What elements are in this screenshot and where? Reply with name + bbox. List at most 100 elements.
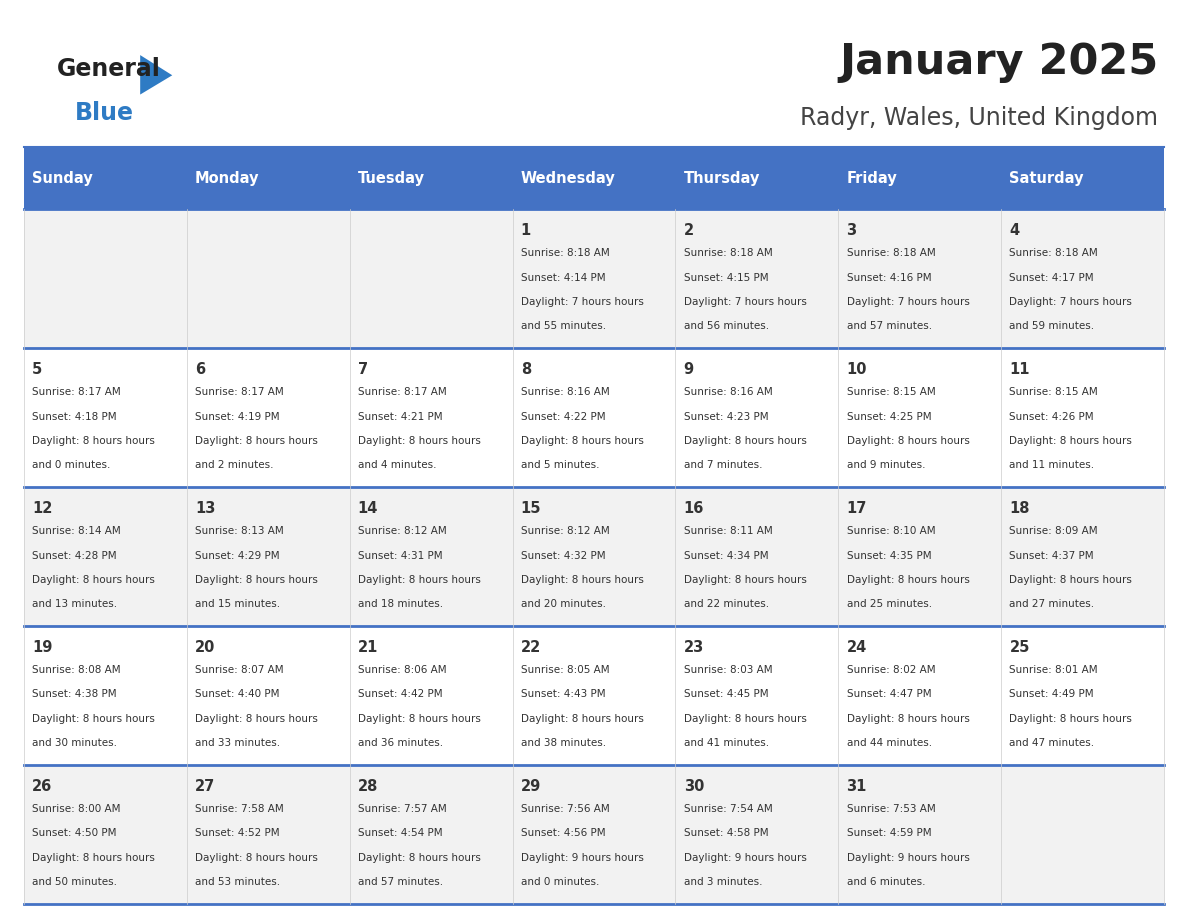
Text: and 57 minutes.: and 57 minutes.	[847, 321, 931, 331]
Text: 21: 21	[358, 640, 378, 655]
Text: 2: 2	[683, 223, 694, 238]
Text: Sunset: 4:37 PM: Sunset: 4:37 PM	[1010, 551, 1094, 561]
Text: and 18 minutes.: and 18 minutes.	[358, 599, 443, 610]
Text: Daylight: 8 hours hours: Daylight: 8 hours hours	[32, 575, 154, 585]
Text: 8: 8	[520, 363, 531, 377]
Text: and 4 minutes.: and 4 minutes.	[358, 460, 436, 470]
Text: Daylight: 8 hours hours: Daylight: 8 hours hours	[1010, 714, 1132, 723]
Text: and 11 minutes.: and 11 minutes.	[1010, 460, 1094, 470]
Text: and 56 minutes.: and 56 minutes.	[683, 321, 769, 331]
Text: January 2025: January 2025	[839, 41, 1158, 84]
Text: Blue: Blue	[75, 101, 134, 125]
FancyBboxPatch shape	[1001, 209, 1164, 348]
Text: Sunset: 4:59 PM: Sunset: 4:59 PM	[847, 828, 931, 838]
Text: and 25 minutes.: and 25 minutes.	[847, 599, 931, 610]
FancyBboxPatch shape	[839, 766, 1001, 904]
Text: Daylight: 8 hours hours: Daylight: 8 hours hours	[32, 436, 154, 446]
Text: 14: 14	[358, 501, 378, 516]
Text: Sunrise: 8:18 AM: Sunrise: 8:18 AM	[520, 248, 609, 258]
Text: Sunset: 4:34 PM: Sunset: 4:34 PM	[683, 551, 769, 561]
Text: Daylight: 8 hours hours: Daylight: 8 hours hours	[32, 714, 154, 723]
Text: 6: 6	[195, 363, 206, 377]
Text: Sunset: 4:58 PM: Sunset: 4:58 PM	[683, 828, 769, 838]
Text: Daylight: 8 hours hours: Daylight: 8 hours hours	[847, 436, 969, 446]
Text: and 15 minutes.: and 15 minutes.	[195, 599, 280, 610]
Text: Sunset: 4:40 PM: Sunset: 4:40 PM	[195, 689, 279, 700]
FancyBboxPatch shape	[24, 626, 187, 766]
Text: Daylight: 8 hours hours: Daylight: 8 hours hours	[32, 853, 154, 863]
Text: Sunset: 4:54 PM: Sunset: 4:54 PM	[358, 828, 442, 838]
Text: Sunrise: 8:17 AM: Sunrise: 8:17 AM	[32, 387, 121, 397]
Text: Sunrise: 8:02 AM: Sunrise: 8:02 AM	[847, 666, 935, 675]
FancyBboxPatch shape	[676, 626, 839, 766]
Text: 4: 4	[1010, 223, 1019, 238]
Text: Daylight: 8 hours hours: Daylight: 8 hours hours	[1010, 436, 1132, 446]
Text: Sunset: 4:42 PM: Sunset: 4:42 PM	[358, 689, 442, 700]
FancyBboxPatch shape	[349, 147, 512, 209]
Text: Daylight: 8 hours hours: Daylight: 8 hours hours	[520, 714, 644, 723]
Text: and 50 minutes.: and 50 minutes.	[32, 877, 116, 887]
Text: 20: 20	[195, 640, 215, 655]
FancyBboxPatch shape	[676, 487, 839, 626]
Text: 5: 5	[32, 363, 42, 377]
FancyBboxPatch shape	[24, 348, 187, 487]
Text: and 5 minutes.: and 5 minutes.	[520, 460, 599, 470]
Text: Sunrise: 8:00 AM: Sunrise: 8:00 AM	[32, 804, 120, 814]
FancyBboxPatch shape	[349, 766, 512, 904]
FancyBboxPatch shape	[512, 209, 676, 348]
Text: Daylight: 8 hours hours: Daylight: 8 hours hours	[520, 575, 644, 585]
FancyBboxPatch shape	[349, 348, 512, 487]
FancyBboxPatch shape	[187, 626, 349, 766]
FancyBboxPatch shape	[187, 766, 349, 904]
FancyBboxPatch shape	[349, 626, 512, 766]
Text: and 33 minutes.: and 33 minutes.	[195, 738, 280, 748]
FancyBboxPatch shape	[512, 147, 676, 209]
Text: Friday: Friday	[847, 171, 897, 185]
Text: Sunset: 4:18 PM: Sunset: 4:18 PM	[32, 411, 116, 421]
Text: 12: 12	[32, 501, 52, 516]
Text: and 27 minutes.: and 27 minutes.	[1010, 599, 1094, 610]
Text: Daylight: 7 hours hours: Daylight: 7 hours hours	[520, 297, 644, 307]
Text: Daylight: 8 hours hours: Daylight: 8 hours hours	[358, 575, 481, 585]
Text: Daylight: 8 hours hours: Daylight: 8 hours hours	[195, 575, 317, 585]
Text: General: General	[57, 57, 160, 81]
Text: Sunset: 4:28 PM: Sunset: 4:28 PM	[32, 551, 116, 561]
Text: 26: 26	[32, 779, 52, 794]
Text: Sunrise: 8:17 AM: Sunrise: 8:17 AM	[195, 387, 284, 397]
Text: Sunset: 4:17 PM: Sunset: 4:17 PM	[1010, 273, 1094, 283]
Text: Sunrise: 8:15 AM: Sunrise: 8:15 AM	[847, 387, 935, 397]
FancyBboxPatch shape	[512, 348, 676, 487]
FancyBboxPatch shape	[512, 626, 676, 766]
Text: Monday: Monday	[195, 171, 259, 185]
Text: Sunrise: 8:07 AM: Sunrise: 8:07 AM	[195, 666, 284, 675]
Text: and 22 minutes.: and 22 minutes.	[683, 599, 769, 610]
Text: 31: 31	[847, 779, 867, 794]
FancyBboxPatch shape	[24, 147, 187, 209]
Text: Sunrise: 8:11 AM: Sunrise: 8:11 AM	[683, 526, 772, 536]
FancyBboxPatch shape	[187, 487, 349, 626]
Text: 15: 15	[520, 501, 542, 516]
Text: and 9 minutes.: and 9 minutes.	[847, 460, 925, 470]
Text: Daylight: 7 hours hours: Daylight: 7 hours hours	[683, 297, 807, 307]
Text: Wednesday: Wednesday	[520, 171, 615, 185]
FancyBboxPatch shape	[1001, 348, 1164, 487]
Text: and 6 minutes.: and 6 minutes.	[847, 877, 925, 887]
Text: 19: 19	[32, 640, 52, 655]
Text: 30: 30	[683, 779, 704, 794]
Text: Daylight: 8 hours hours: Daylight: 8 hours hours	[195, 714, 317, 723]
Text: Daylight: 8 hours hours: Daylight: 8 hours hours	[358, 853, 481, 863]
Text: Daylight: 8 hours hours: Daylight: 8 hours hours	[683, 575, 807, 585]
Text: Daylight: 7 hours hours: Daylight: 7 hours hours	[847, 297, 969, 307]
Text: Sunset: 4:21 PM: Sunset: 4:21 PM	[358, 411, 442, 421]
Text: Sunset: 4:26 PM: Sunset: 4:26 PM	[1010, 411, 1094, 421]
FancyBboxPatch shape	[187, 348, 349, 487]
Text: Daylight: 8 hours hours: Daylight: 8 hours hours	[683, 714, 807, 723]
Text: Daylight: 8 hours hours: Daylight: 8 hours hours	[195, 853, 317, 863]
Text: Daylight: 9 hours hours: Daylight: 9 hours hours	[847, 853, 969, 863]
FancyBboxPatch shape	[839, 209, 1001, 348]
Text: Sunrise: 8:16 AM: Sunrise: 8:16 AM	[683, 387, 772, 397]
Text: Sunset: 4:52 PM: Sunset: 4:52 PM	[195, 828, 279, 838]
FancyBboxPatch shape	[1001, 766, 1164, 904]
Text: and 13 minutes.: and 13 minutes.	[32, 599, 118, 610]
Text: Sunrise: 8:06 AM: Sunrise: 8:06 AM	[358, 666, 447, 675]
